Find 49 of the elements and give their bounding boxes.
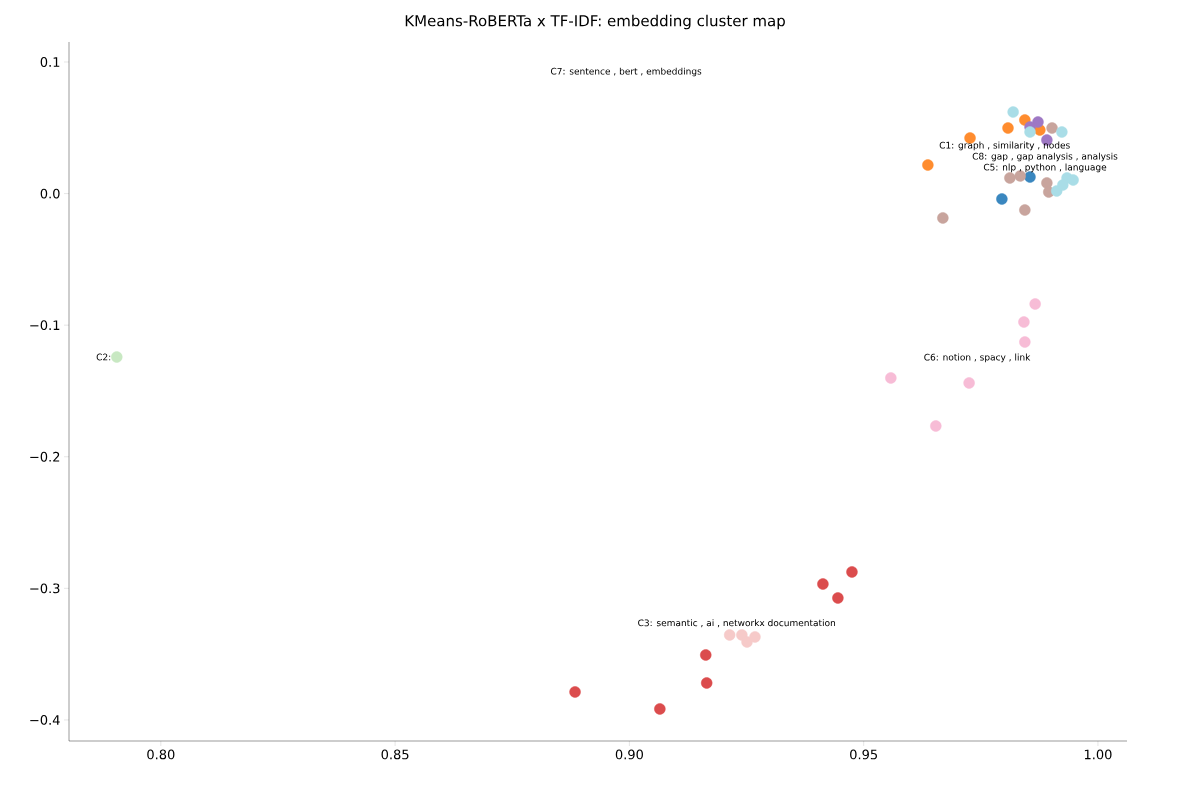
point bbox=[1019, 204, 1031, 216]
annotation: C7: sentence , bert , embeddings bbox=[550, 67, 702, 77]
point bbox=[654, 703, 666, 715]
point bbox=[1029, 298, 1041, 310]
chart-title: KMeans-RoBERTa x TF-IDF: embedding cluster map bbox=[405, 14, 785, 30]
annotation: C8: gap , gap analysis , analysis bbox=[972, 152, 1118, 162]
x-tick-label: 1.00 bbox=[1084, 749, 1112, 760]
point bbox=[1041, 177, 1053, 189]
y-tick-label: −0.2 bbox=[30, 451, 60, 462]
point bbox=[832, 592, 844, 604]
point bbox=[1002, 122, 1014, 134]
point bbox=[963, 377, 975, 389]
y-tick-label: 0.0 bbox=[40, 188, 60, 199]
point bbox=[1007, 106, 1019, 118]
x-tick-label: 0.90 bbox=[615, 749, 643, 760]
annotation: C1: graph , similarity , nodes bbox=[939, 141, 1070, 151]
annotation: C3: semantic , ai , networkx documentation bbox=[638, 619, 836, 628]
point bbox=[1056, 126, 1068, 138]
point bbox=[817, 578, 829, 590]
point bbox=[1024, 126, 1036, 138]
point bbox=[749, 631, 761, 643]
point bbox=[701, 677, 713, 689]
point bbox=[1057, 179, 1069, 191]
point bbox=[1067, 174, 1079, 186]
point bbox=[885, 372, 897, 384]
point bbox=[996, 193, 1008, 205]
point bbox=[846, 566, 858, 578]
point bbox=[1046, 122, 1058, 134]
y-tick-label: −0.1 bbox=[30, 320, 60, 331]
point bbox=[700, 649, 712, 661]
point bbox=[922, 159, 934, 171]
x-tick-label: 0.95 bbox=[850, 749, 878, 760]
annotation: C2: bbox=[96, 353, 111, 361]
point bbox=[1018, 316, 1030, 328]
point bbox=[1019, 336, 1031, 348]
point bbox=[1014, 170, 1026, 182]
point bbox=[937, 212, 949, 224]
y-tick-label: 0.1 bbox=[40, 57, 60, 67]
point bbox=[723, 629, 736, 641]
point bbox=[111, 351, 123, 363]
point bbox=[1004, 172, 1016, 184]
y-tick-label: −0.3 bbox=[30, 583, 60, 594]
annotation: C6: notion , spacy , link bbox=[924, 353, 1031, 363]
point bbox=[569, 686, 581, 698]
annotation: C5: nlp , python , language bbox=[983, 163, 1107, 173]
y-tick-label: −0.4 bbox=[30, 715, 60, 725]
point bbox=[930, 420, 942, 432]
x-tick-label: 0.80 bbox=[147, 749, 175, 760]
x-tick-label: 0.85 bbox=[381, 749, 409, 760]
